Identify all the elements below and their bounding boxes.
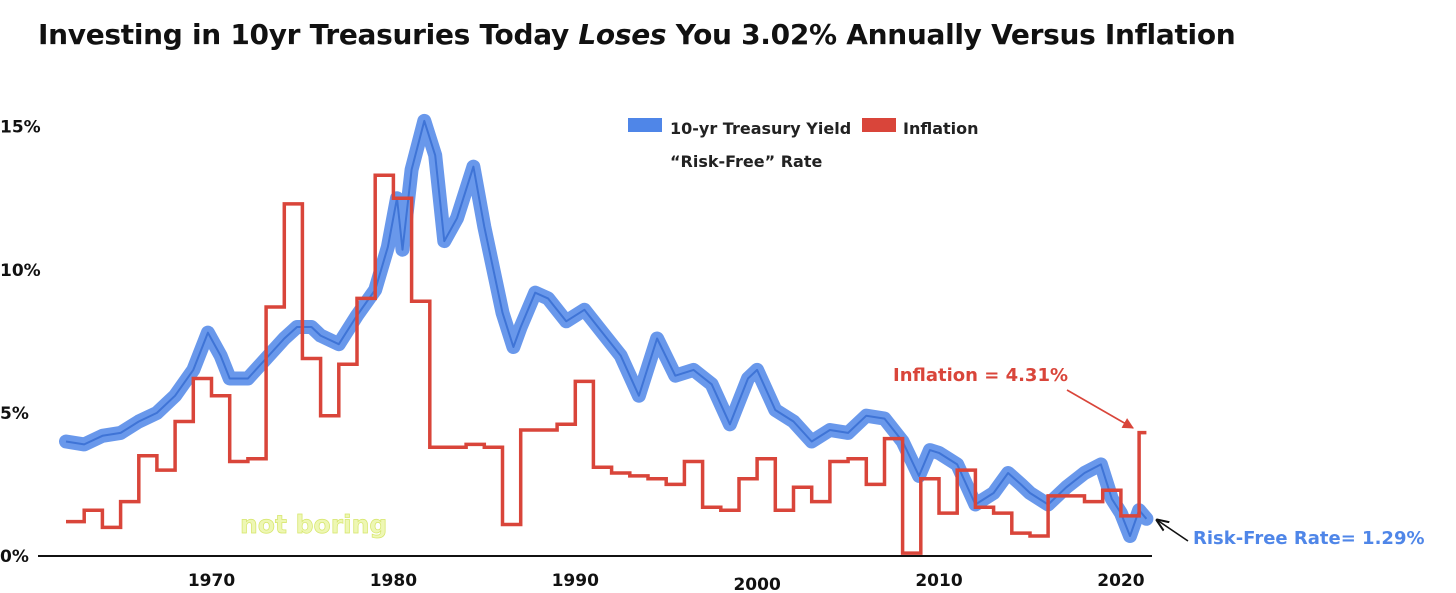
y-axis-ticks: 0% 5% 10% 15% xyxy=(0,118,41,567)
watermark-not-boring: not boring xyxy=(240,510,387,539)
y-tick-label: 5% xyxy=(0,404,29,424)
annotation-risk-free-arrow xyxy=(1157,520,1189,542)
annotation-inflation-arrow xyxy=(1066,389,1134,429)
x-tick-label: 1990 xyxy=(552,571,599,591)
legend: 10-yr Treasury Yield “Risk-Free” Rate In… xyxy=(628,118,979,171)
legend-swatch-inflation xyxy=(862,118,896,132)
chart-title-end: You 3.02% Annually Versus Inflation xyxy=(666,18,1236,51)
x-axis-ticks: 1970 1980 1990 2000 2010 2020 xyxy=(188,571,1145,593)
annotation-inflation: Inflation = 4.31% xyxy=(893,365,1068,386)
legend-sublabel-treasury: “Risk-Free” Rate xyxy=(670,152,822,171)
x-tick-label: 1970 xyxy=(188,571,235,591)
y-tick-label: 0% xyxy=(0,547,29,567)
annotation-risk-free-rate: Risk-Free Rate= 1.29% xyxy=(1193,528,1425,549)
y-tick-label: 15% xyxy=(0,118,41,138)
legend-label-treasury: 10-yr Treasury Yield xyxy=(670,119,851,138)
x-tick-label: 2020 xyxy=(1097,571,1144,591)
y-tick-label: 10% xyxy=(0,261,41,281)
chart-title-emphasis: Loses xyxy=(578,18,667,51)
chart-title-start: Investing in 10yr Treasuries Today xyxy=(38,18,579,51)
inflation-line xyxy=(66,173,1147,555)
treasury-yield-band xyxy=(59,113,1154,543)
legend-swatch-treasury xyxy=(628,118,662,132)
chart-title: Investing in 10yr Treasuries Today Loses… xyxy=(38,18,1438,51)
x-tick-label: 2000 xyxy=(733,575,780,593)
x-tick-label: 1980 xyxy=(370,571,417,591)
x-tick-label: 2010 xyxy=(915,571,962,591)
legend-label-inflation: Inflation xyxy=(903,119,979,138)
